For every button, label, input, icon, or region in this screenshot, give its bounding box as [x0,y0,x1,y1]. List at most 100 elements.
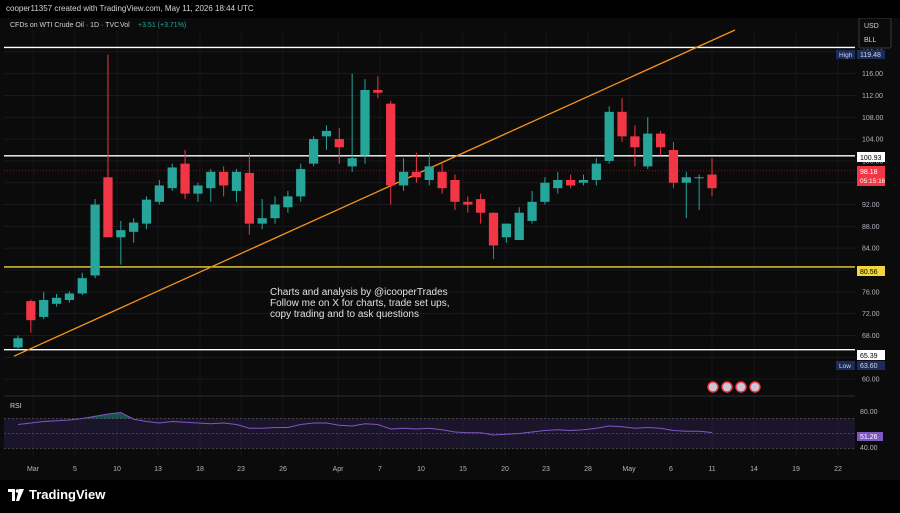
candle-body[interactable] [103,177,113,238]
candle[interactable] [244,152,254,235]
candle-body[interactable] [553,180,563,189]
candle-body[interactable] [219,171,229,186]
candle-body[interactable] [566,180,576,186]
event-icons[interactable] [707,381,761,393]
candle[interactable] [206,169,216,202]
candle[interactable] [681,171,691,219]
candle[interactable] [231,169,242,202]
candle[interactable] [321,125,332,150]
candle[interactable] [373,76,383,99]
event-icon[interactable] [735,381,747,393]
candle[interactable] [386,100,396,205]
candle[interactable] [553,171,563,194]
trendline[interactable] [13,29,736,357]
candle[interactable] [129,218,139,243]
candle[interactable] [347,73,357,172]
candle[interactable] [566,174,576,189]
candle-body[interactable] [655,133,666,148]
candle-body[interactable] [386,103,396,186]
candle[interactable] [540,177,550,205]
candle-body[interactable] [488,212,499,246]
candle[interactable] [141,196,152,230]
candle[interactable] [283,190,293,213]
candle[interactable] [643,117,653,170]
candle-body[interactable] [296,169,306,197]
candle[interactable] [154,180,164,205]
candle-body[interactable] [51,297,62,304]
event-icon[interactable] [707,381,719,393]
candle-body[interactable] [206,171,216,189]
candle[interactable] [334,128,344,164]
candle-body[interactable] [308,139,319,164]
candle[interactable] [103,54,113,238]
candle[interactable] [527,190,537,224]
candle[interactable] [116,220,126,265]
candle[interactable] [167,163,177,191]
candle[interactable] [13,335,23,350]
candle-body[interactable] [501,223,511,238]
tradingview-logo[interactable]: TradingView [8,487,105,502]
candle[interactable] [308,136,319,167]
candle-body[interactable] [463,201,473,205]
candle-body[interactable] [617,111,627,137]
candle[interactable] [257,199,267,230]
candle-body[interactable] [129,222,139,232]
candle-body[interactable] [283,196,293,208]
candle[interactable] [51,294,62,307]
candle[interactable] [77,272,87,296]
candle[interactable] [90,199,100,279]
event-icon[interactable] [721,381,733,393]
candle[interactable] [360,79,370,164]
candle-body[interactable] [668,150,679,183]
candle-body[interactable] [681,177,691,183]
candle[interactable] [39,291,49,320]
candle[interactable] [26,299,36,333]
candle[interactable] [694,174,704,210]
candle-body[interactable] [270,204,280,219]
candle-body[interactable] [591,163,601,180]
candle-body[interactable] [347,158,357,167]
candle[interactable] [501,223,511,243]
candle[interactable] [296,163,306,202]
candle-body[interactable] [39,300,49,317]
candle-body[interactable] [90,204,100,276]
candle-body[interactable] [257,218,267,224]
candle[interactable] [630,125,640,167]
candle[interactable] [463,196,473,213]
candle-body[interactable] [707,174,717,189]
candle-body[interactable] [334,139,344,148]
candle-body[interactable] [373,90,383,93]
candle[interactable] [180,150,190,200]
candle-body[interactable] [630,136,640,148]
candle-body[interactable] [398,171,409,186]
candle[interactable] [270,196,280,224]
candle-body[interactable] [154,185,164,202]
candle[interactable] [514,207,524,240]
candle-body[interactable] [540,182,550,202]
candle-body[interactable] [694,177,704,179]
candle-body[interactable] [643,133,653,167]
candle[interactable] [604,106,614,164]
candle-body[interactable] [116,230,126,238]
candle[interactable] [707,158,717,197]
currency-box[interactable] [858,17,892,49]
candle-body[interactable] [476,199,486,213]
candle-body[interactable] [244,172,254,224]
candle[interactable] [578,174,589,186]
candle[interactable] [437,163,447,194]
candle-body[interactable] [437,171,447,189]
candle[interactable] [488,212,499,260]
candle-body[interactable] [527,201,537,221]
candle[interactable] [617,98,627,142]
candle[interactable] [398,158,409,191]
candle[interactable] [411,152,422,183]
candle[interactable] [64,291,75,303]
candle[interactable] [219,166,229,197]
candle[interactable] [450,174,460,210]
candle[interactable] [424,152,434,186]
candle-body[interactable] [77,278,87,294]
candle-body[interactable] [13,338,23,348]
candle-body[interactable] [514,212,524,240]
candle-body[interactable] [26,301,36,321]
candle-body[interactable] [141,199,152,224]
